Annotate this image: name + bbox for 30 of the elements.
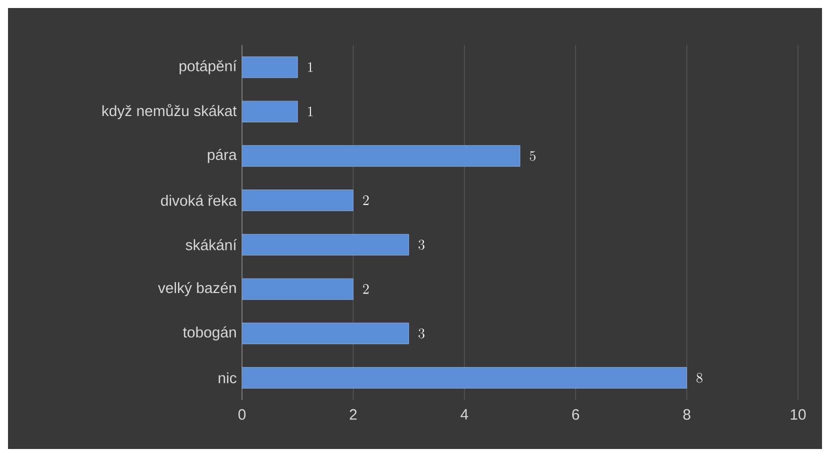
x-tick-label: 10 [790, 409, 806, 420]
bar [242, 322, 410, 344]
data-label: 1 [308, 106, 313, 116]
bar [242, 145, 520, 167]
bar [242, 100, 298, 122]
x-tick-label: 8 [683, 409, 690, 420]
data-label: 2 [363, 284, 369, 294]
data-label: 1 [308, 62, 313, 72]
data-label: 5 [530, 151, 536, 161]
x-tick-label: 2 [350, 409, 357, 420]
y-tick-label: nic [218, 372, 236, 384]
data-label: 2 [363, 195, 369, 205]
x-tick-label: 0 [238, 409, 246, 420]
y-tick-label: potápění [180, 60, 237, 74]
x-tick-label: 4 [460, 409, 468, 420]
y-tick-label: když nemůžu skákat [102, 104, 237, 120]
x-tick-label: 6 [572, 409, 580, 420]
bar [242, 56, 298, 78]
y-tick-label: divoká řeka [161, 194, 237, 206]
bar [242, 367, 688, 389]
y-tick-label: pára [208, 148, 237, 163]
data-label: 3 [418, 240, 424, 250]
bar [242, 190, 354, 212]
y-tick-label: velký bazén [158, 282, 236, 296]
y-tick-label: tobogán [183, 326, 236, 340]
data-label: 3 [418, 328, 424, 338]
bar [242, 234, 410, 256]
data-label: 8 [696, 372, 702, 383]
y-tick-label: skákání [186, 239, 237, 250]
bar [242, 278, 354, 300]
